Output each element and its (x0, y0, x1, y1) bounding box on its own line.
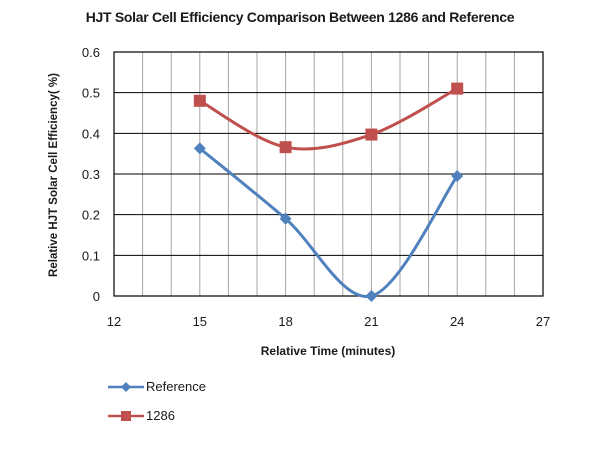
square-marker-icon (193, 94, 206, 107)
y-tick-label: 0.2 (82, 208, 100, 223)
x-tick-label: 24 (450, 314, 464, 329)
diamond-marker-icon (365, 290, 378, 302)
x-tick-label: 15 (193, 314, 207, 329)
legend-item-1286: 1286 (108, 401, 206, 430)
y-tick-label: 0.5 (82, 86, 100, 101)
legend-label: 1286 (146, 408, 175, 423)
y-tick-label: 0.4 (82, 126, 100, 141)
legend-label: Reference (146, 379, 206, 394)
diamond-marker-icon (108, 381, 144, 392)
series-1286-line (199, 87, 458, 151)
diamond-marker-icon (279, 212, 292, 225)
y-tick-label: 0.3 (82, 167, 100, 182)
square-marker-icon (451, 82, 464, 95)
diamond-marker-icon (451, 170, 464, 183)
square-marker-icon (108, 410, 144, 421)
x-axis-label: Relative Time (minutes) (260, 344, 396, 358)
square-marker-icon (365, 128, 378, 141)
diamond-marker-icon (193, 142, 206, 155)
y-tick-label: 0 (93, 289, 100, 304)
series-reference-line (198, 147, 459, 298)
x-tick-label: 12 (107, 314, 121, 329)
y-axis-label: Relative HJT Solar Cell Efficiency( %) (48, 73, 60, 277)
x-tick-label: 27 (536, 314, 550, 329)
square-marker-icon (279, 141, 292, 154)
legend-item-reference: Reference (108, 372, 206, 401)
plot-border (113, 51, 544, 297)
chart-title: HJT Solar Cell Efficiency Comparison Bet… (85, 9, 515, 25)
x-tick-label: 18 (278, 314, 292, 329)
y-tick-label: 0.6 (82, 45, 100, 60)
y-tick-label: 0.1 (82, 248, 100, 263)
x-tick-label: 21 (364, 314, 378, 329)
legend: Reference 1286 (108, 372, 206, 430)
